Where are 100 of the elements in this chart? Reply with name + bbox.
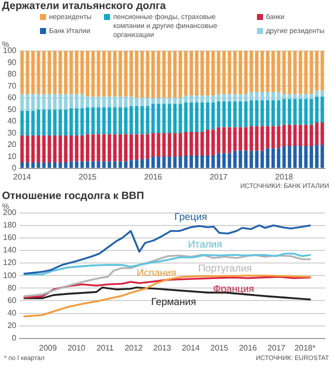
bar bbox=[271, 92, 275, 100]
bar bbox=[80, 50, 84, 94]
bar bbox=[108, 50, 112, 97]
series-label: Германия bbox=[151, 296, 196, 308]
y-tick-label: 20 bbox=[7, 140, 17, 150]
bar bbox=[173, 133, 177, 157]
bar bbox=[64, 50, 68, 94]
x-tick-label: 2016 bbox=[238, 343, 258, 352]
x-tick-label: 2012 bbox=[124, 343, 144, 352]
y-tick-label: 60 bbox=[7, 93, 17, 102]
bar bbox=[140, 98, 144, 106]
bar bbox=[190, 95, 193, 103]
bar bbox=[108, 161, 112, 168]
bar bbox=[276, 50, 280, 92]
bar bbox=[48, 162, 52, 168]
y-tick-label: 140 bbox=[2, 246, 17, 255]
bar bbox=[184, 95, 188, 103]
bar bbox=[271, 148, 275, 168]
bar bbox=[195, 95, 198, 103]
bar bbox=[20, 110, 24, 136]
y-tick-label: 0 bbox=[12, 334, 17, 343]
bar bbox=[53, 135, 57, 163]
bar bbox=[70, 161, 73, 168]
y-tick-label: 80 bbox=[7, 70, 17, 79]
bar bbox=[58, 162, 62, 168]
bar bbox=[74, 135, 78, 162]
bar bbox=[178, 133, 182, 157]
y-axis-title: % bbox=[1, 40, 10, 49]
bar bbox=[298, 99, 302, 125]
bar bbox=[86, 50, 90, 97]
bar bbox=[146, 158, 150, 168]
bar bbox=[135, 134, 138, 160]
bar bbox=[48, 110, 52, 136]
bar bbox=[320, 96, 324, 123]
bar bbox=[140, 50, 144, 98]
bar bbox=[130, 96, 133, 106]
bar bbox=[260, 50, 264, 92]
bar bbox=[310, 99, 314, 125]
bar bbox=[276, 100, 280, 126]
bar bbox=[250, 100, 254, 126]
y-tick-label: 160 bbox=[2, 233, 17, 242]
y-tick-label: 120 bbox=[2, 258, 17, 268]
bar bbox=[173, 156, 177, 168]
bar bbox=[173, 104, 177, 134]
bar bbox=[53, 162, 57, 168]
bar bbox=[276, 148, 280, 168]
y-tick-label: 200 bbox=[2, 208, 17, 218]
bar bbox=[74, 161, 78, 168]
bar bbox=[124, 161, 128, 168]
bar bbox=[184, 132, 188, 156]
bar bbox=[250, 150, 254, 168]
bar bbox=[86, 134, 90, 162]
bar bbox=[184, 155, 188, 168]
bar bbox=[58, 50, 62, 94]
bar bbox=[108, 134, 112, 162]
bar bbox=[238, 127, 242, 151]
bar bbox=[130, 160, 133, 168]
bar bbox=[135, 50, 138, 98]
bar bbox=[255, 100, 258, 126]
bar bbox=[211, 95, 215, 103]
y-tick-label: 60 bbox=[7, 296, 17, 305]
bar bbox=[250, 92, 254, 100]
bar bbox=[58, 110, 62, 136]
bar bbox=[31, 162, 35, 168]
bar bbox=[146, 50, 150, 98]
x-tick-label: 2010 bbox=[68, 343, 86, 352]
bar bbox=[250, 126, 254, 151]
bar bbox=[140, 134, 144, 159]
bar bbox=[310, 124, 314, 146]
y-tick-label: 180 bbox=[2, 220, 17, 230]
bar bbox=[140, 106, 144, 134]
bar bbox=[315, 50, 319, 91]
bar bbox=[118, 96, 122, 108]
y-tick-label: 40 bbox=[7, 116, 17, 126]
x-tick-label: 2011 bbox=[96, 343, 114, 352]
bar bbox=[206, 95, 210, 103]
bar bbox=[320, 50, 324, 91]
y-tick-label: 10 bbox=[7, 152, 17, 161]
bar bbox=[151, 98, 155, 104]
bar bbox=[216, 101, 220, 128]
bar bbox=[53, 94, 57, 110]
series-label: Португалия bbox=[198, 264, 252, 275]
x-tick-label: 2018* bbox=[294, 343, 316, 352]
bar bbox=[113, 107, 117, 134]
bar bbox=[190, 102, 193, 132]
bar bbox=[244, 101, 248, 128]
bar bbox=[216, 153, 220, 168]
bar bbox=[173, 50, 177, 98]
bar bbox=[70, 94, 73, 108]
x-tick-label: 2016 bbox=[144, 172, 163, 182]
bar bbox=[320, 144, 324, 168]
bar bbox=[200, 50, 204, 96]
bar bbox=[135, 160, 138, 168]
bar bbox=[195, 102, 198, 132]
bar bbox=[113, 96, 117, 108]
bar bbox=[42, 50, 46, 94]
bar bbox=[20, 162, 24, 168]
bar bbox=[118, 50, 122, 97]
y-tick-label: 90 bbox=[7, 58, 17, 67]
bar bbox=[233, 127, 237, 151]
